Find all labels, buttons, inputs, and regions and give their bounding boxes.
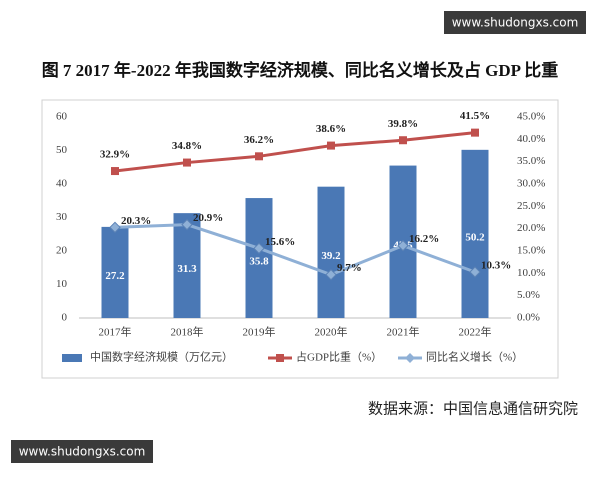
value-label: 39.8% (388, 118, 418, 130)
bar (461, 149, 489, 318)
legend-swatch (62, 354, 82, 362)
legend-swatch (276, 354, 284, 362)
watermark: www.shudongxs.com (452, 16, 579, 30)
y-tick-label: 60 (56, 111, 68, 123)
x-tick-label: 2021年 (387, 325, 420, 339)
y-tick-label: 40 (56, 178, 68, 190)
y-tick-label: 30 (56, 211, 68, 223)
watermark-box (444, 11, 586, 34)
bar (101, 226, 129, 318)
y2-tick-label: 35.0% (517, 155, 545, 167)
value-label: 20.9% (193, 212, 223, 224)
value-label: 9.7% (337, 262, 362, 274)
x-tick-label: 2020年 (315, 325, 348, 339)
bar (173, 213, 201, 318)
y2-tick-label: 40.0% (517, 133, 545, 145)
marker (397, 239, 409, 252)
legend-label: 中国数字经济规模（万亿元） (90, 350, 233, 364)
legend-swatch (405, 353, 415, 363)
marker (471, 128, 479, 137)
value-label: 10.3% (481, 260, 511, 272)
y2-tick-label: 25.0% (517, 200, 545, 212)
value-label: 32.9% (100, 149, 130, 161)
legend-label: 同比名义增长（%） (426, 350, 523, 364)
chart-title: 图 7 2017 年-2022 年我国数字经济规模、同比名义增长及占 GDP 比… (42, 60, 559, 80)
bar-value-label: 35.8 (249, 256, 269, 268)
value-label: 16.2% (409, 233, 439, 245)
x-tick-label: 2022年 (459, 325, 492, 339)
bar (245, 198, 273, 318)
y2-tick-label: 5.0% (517, 289, 540, 301)
chart-frame (41, 99, 559, 379)
y2-tick-label: 45.0% (517, 111, 545, 123)
x-tick-label: 2018年 (171, 325, 204, 339)
bar (317, 186, 345, 318)
line (114, 223, 476, 277)
y-tick-label: 20 (56, 245, 68, 257)
marker (183, 158, 191, 167)
bar-value-label: 27.2 (105, 270, 125, 282)
y2-tick-label: 20.0% (517, 222, 545, 234)
watermark: www.shudongxs.com (19, 445, 146, 459)
bar-value-label: 31.3 (177, 263, 197, 275)
y-tick-label: 0 (62, 312, 68, 324)
value-label: 34.8% (172, 140, 202, 152)
value-label: 38.6% (316, 123, 346, 135)
marker (181, 218, 193, 231)
y-tick-label: 10 (56, 278, 68, 290)
source: 数据来源：中国信息通信研究院 (368, 399, 578, 417)
marker (327, 141, 335, 150)
y2-tick-label: 15.0% (517, 245, 545, 257)
value-label: 41.5% (460, 110, 490, 122)
watermark-box (11, 440, 153, 463)
value-label: 20.3% (121, 215, 151, 227)
value-label: 15.6% (265, 236, 295, 248)
line (114, 131, 476, 173)
x-tick-label: 2017年 (99, 325, 132, 339)
marker (325, 268, 337, 281)
legend-label: 占GDP比重（%） (296, 350, 382, 364)
value-label: 36.2% (244, 134, 274, 146)
marker (109, 221, 121, 234)
bar-value-label: 50.2 (465, 231, 485, 243)
x-tick-label: 2019年 (243, 325, 276, 339)
marker (469, 266, 481, 278)
marker (253, 242, 265, 255)
marker (111, 167, 119, 176)
marker (399, 136, 407, 145)
y-tick-label: 50 (56, 144, 68, 156)
marker (255, 152, 263, 161)
y2-tick-label: 30.0% (517, 178, 545, 190)
y2-tick-label: 10.0% (517, 267, 545, 279)
bar-value-label: 39.2 (321, 250, 341, 262)
y2-tick-label: 0.0% (517, 312, 540, 324)
